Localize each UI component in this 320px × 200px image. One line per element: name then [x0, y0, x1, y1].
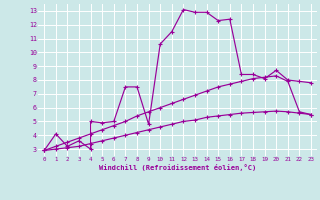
- X-axis label: Windchill (Refroidissement éolien,°C): Windchill (Refroidissement éolien,°C): [99, 164, 256, 171]
